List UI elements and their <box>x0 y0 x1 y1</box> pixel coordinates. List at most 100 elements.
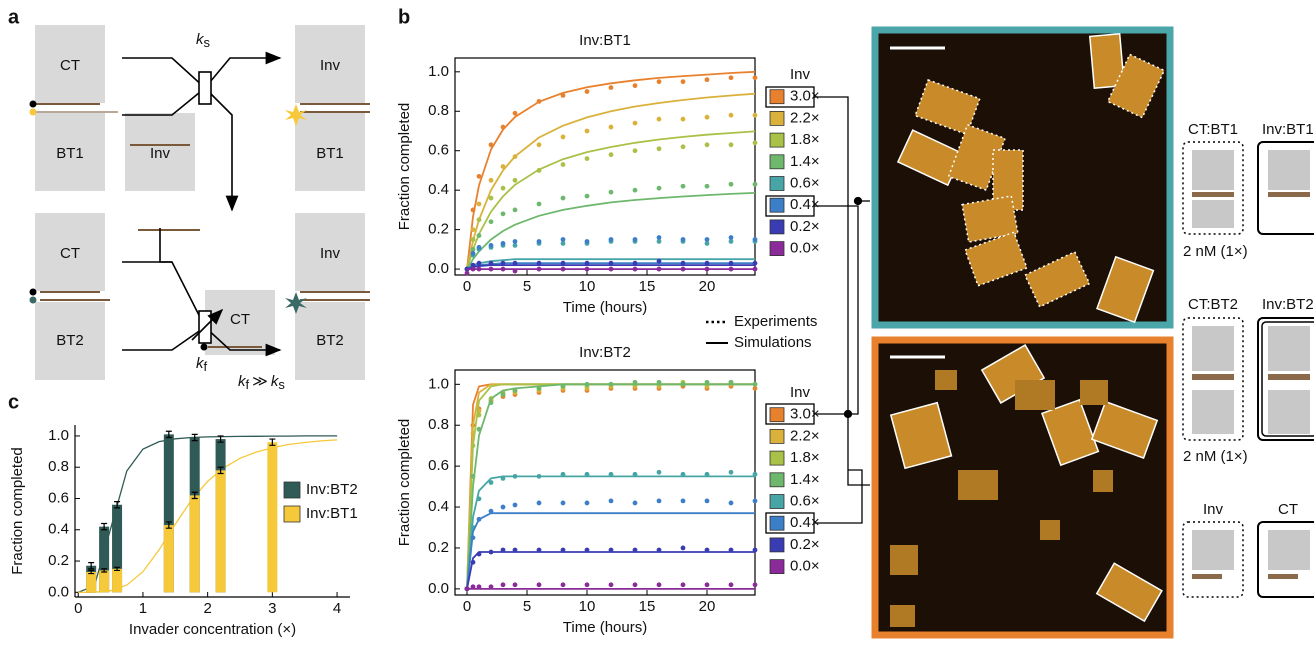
y-tick-label: 0.0 <box>428 260 449 277</box>
experiment-point <box>753 75 758 80</box>
experiment-point <box>477 584 482 589</box>
experiment-point <box>477 233 482 238</box>
experiment-point <box>657 259 662 264</box>
legend-swatch <box>770 111 784 125</box>
experiment-point <box>705 237 710 242</box>
experiment-point <box>501 125 506 130</box>
schematic-label: CT <box>1278 501 1298 518</box>
experiment-point <box>681 546 686 551</box>
legend-label: 0.6× <box>790 174 820 191</box>
key-label: Simulations <box>734 334 812 351</box>
legend-title: Inv <box>790 66 811 83</box>
x-tick-label: 0 <box>463 278 471 295</box>
y-tick-label: 0.2 <box>48 552 69 569</box>
strand-label: BT2 <box>316 332 344 349</box>
experiment-point <box>513 208 518 213</box>
x-tick-label: 20 <box>699 598 716 615</box>
y-tick-label: 0.6 <box>428 457 449 474</box>
experiment-point <box>477 261 482 266</box>
simulation-line <box>467 384 755 589</box>
rate-label: ks <box>196 31 211 50</box>
experiment-point <box>729 582 734 587</box>
experiment-point <box>705 267 710 272</box>
experiment-point <box>681 79 686 84</box>
experiment-point <box>753 237 758 242</box>
x-axis-title: Invader concentration (×) <box>129 621 296 638</box>
experiment-point <box>681 237 686 242</box>
experiment-point <box>657 380 662 385</box>
experiment-point <box>501 267 506 272</box>
experiment-point <box>471 237 476 242</box>
x-tick-label: 20 <box>699 278 716 295</box>
experiment-point <box>753 582 758 587</box>
experiment-point <box>561 548 566 553</box>
rate-relation: kf≫ks <box>238 373 285 392</box>
legend-swatch <box>770 198 784 212</box>
experiment-point <box>513 582 518 587</box>
experiment-point <box>729 182 734 187</box>
experiment-point <box>729 261 734 266</box>
experiment-point <box>561 267 566 272</box>
x-tick-label: 15 <box>639 598 656 615</box>
experiment-point <box>585 194 590 199</box>
legend-swatch <box>770 90 784 104</box>
experiment-point <box>681 472 686 477</box>
legend-swatch <box>770 177 784 191</box>
experiment-point <box>501 392 506 397</box>
experiment-point <box>585 239 590 244</box>
experiment-point <box>705 582 710 587</box>
experiment-point <box>657 235 662 240</box>
experiment-point <box>477 552 482 557</box>
experiment-point <box>609 125 614 130</box>
experiment-point <box>561 501 566 506</box>
y-tick-label: 0.8 <box>428 102 449 119</box>
legend-swatch <box>770 451 784 465</box>
experiment-point <box>585 548 590 553</box>
experiment-point <box>501 476 506 481</box>
experiment-point <box>537 582 542 587</box>
experiment-point <box>681 382 686 387</box>
experiment-point <box>633 472 638 477</box>
experiment-point <box>609 382 614 387</box>
experiment-point <box>585 472 590 477</box>
experiment-point <box>633 121 638 126</box>
legend-swatch <box>770 242 784 256</box>
simulation-line <box>467 193 755 269</box>
experiment-point <box>477 217 482 222</box>
y-axis-title: Fraction completed <box>396 103 413 231</box>
experiment-point <box>489 267 494 272</box>
experiment-point <box>513 261 518 266</box>
strand-label: Inv <box>320 57 341 74</box>
experiment-point <box>477 517 482 522</box>
experiment-point <box>561 162 566 167</box>
experiment-point <box>753 472 758 477</box>
experiment-point <box>705 472 710 477</box>
legend-swatch <box>770 473 784 487</box>
experiment-point <box>729 75 734 80</box>
experiment-point <box>561 261 566 266</box>
experiment-point <box>537 261 542 266</box>
legend-label: 0.0× <box>790 240 820 257</box>
experiment-point <box>477 413 482 418</box>
experiment-point <box>585 582 590 587</box>
experiment-point <box>561 196 566 201</box>
experiment-point <box>705 142 710 147</box>
afm-image <box>875 30 1170 635</box>
experiment-point <box>537 239 542 244</box>
y-tick-label: 1.0 <box>428 375 449 392</box>
y-tick-label: 0.0 <box>48 583 69 600</box>
x-tick-label: 4 <box>333 600 341 617</box>
experiment-point <box>657 117 662 122</box>
experiment-point <box>513 388 518 393</box>
experiment-point <box>561 237 566 242</box>
strand-label: CT <box>60 57 80 74</box>
simulation-line <box>467 384 755 589</box>
legend-swatch <box>770 538 784 552</box>
legend-label: 0.0× <box>790 558 820 575</box>
legend-label: 0.4× <box>790 514 820 531</box>
experiment-point <box>657 186 662 191</box>
legend-label: 0.2× <box>790 536 820 553</box>
experiment-point <box>633 582 638 587</box>
bar <box>112 569 122 592</box>
legend-label: 1.8× <box>790 131 820 148</box>
